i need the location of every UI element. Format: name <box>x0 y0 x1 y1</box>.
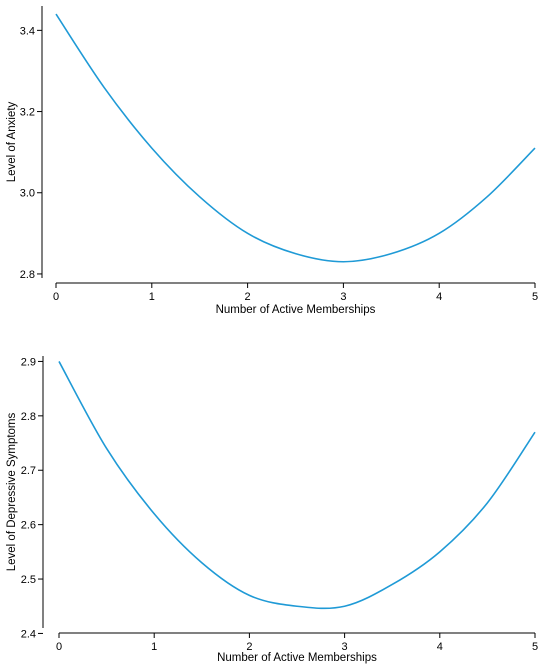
y-tick-label: 2.5 <box>21 574 36 586</box>
y-tick-label: 3.4 <box>20 25 35 37</box>
x-axis-title: Number of Active Memberships <box>216 304 376 316</box>
y-tick-label: 2.8 <box>20 269 35 281</box>
y-tick-label: 2.8 <box>21 411 36 423</box>
y-tick-label: 3.2 <box>20 107 35 119</box>
y-tick-label: 2.6 <box>21 520 36 532</box>
series-line <box>58 361 536 610</box>
y-tick-label: 2.7 <box>21 465 36 477</box>
y-axis-title: Level of Depressive Symptoms <box>6 413 18 572</box>
x-tick-label: 3 <box>340 291 346 303</box>
x-tick-label: 0 <box>53 291 59 303</box>
depressive-symptoms-chart-panel: 2.4 2.5 2.6 2.7 2.8 2.9 0 1 2 3 4 5 Number of Active… <box>6 356 538 664</box>
y-tick-label: 3.0 <box>20 188 35 200</box>
x-tick-label: 2 <box>246 641 252 653</box>
x-tick-label: 5 <box>532 641 538 653</box>
x-axis-title: Number of Active Memberships <box>217 652 377 664</box>
series-line <box>55 13 536 263</box>
x-tick-label: 2 <box>245 291 251 303</box>
y-axis-title: Level of Anxiety <box>6 101 18 182</box>
x-tick-label: 5 <box>532 291 538 303</box>
x-tick-label: 3 <box>342 641 348 653</box>
x-tick-label: 1 <box>149 291 155 303</box>
x-tick-label: 0 <box>56 641 62 653</box>
anxiety-chart-panel: 2.8 3.0 3.2 3.4 0 1 2 3 4 5 Number of Active Membe… <box>6 6 538 316</box>
x-tick-label: 4 <box>437 641 443 653</box>
x-tick-label: 4 <box>436 291 442 303</box>
y-tick-label: 2.9 <box>21 356 36 368</box>
y-tick-label: 2.4 <box>21 628 36 640</box>
x-tick-label: 1 <box>151 641 157 653</box>
